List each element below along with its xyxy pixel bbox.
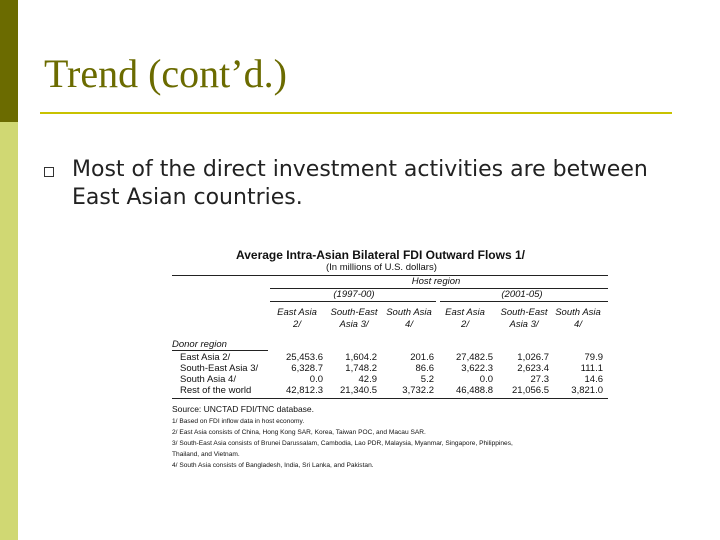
- table-cell: 0.0: [309, 374, 323, 385]
- period-label: (2001-05): [501, 289, 543, 300]
- table-cell: 2,623.4: [517, 363, 549, 374]
- table-cell: 0.0: [479, 374, 493, 385]
- column-header: Asia 3/: [509, 319, 539, 330]
- table-cell: 1,748.2: [345, 363, 377, 374]
- table-footnote: 2/ East Asia consists of China, Hong Kon…: [172, 429, 426, 436]
- column-header: South-East: [500, 307, 548, 318]
- table-cell: 25,453.6: [286, 352, 323, 363]
- table-cell: 3,622.3: [461, 363, 493, 374]
- period-rule: [270, 301, 436, 302]
- bullet-text: Most of the direct investment activities…: [72, 157, 648, 210]
- column-header: South-East: [330, 307, 378, 318]
- table-cell: 1,026.7: [517, 352, 549, 363]
- table-cell: 6,328.7: [291, 363, 323, 374]
- table-subtitle: (In millions of U.S. dollars): [326, 262, 437, 273]
- column-header: East Asia: [277, 307, 317, 318]
- column-header: Asia 3/: [339, 319, 369, 330]
- table-cell: 201.6: [410, 352, 434, 363]
- host-region-label: Host region: [411, 276, 461, 287]
- table-cell: 3,821.0: [571, 385, 603, 396]
- table-cell: 14.6: [584, 374, 604, 385]
- table-cell: 46,488.8: [456, 385, 493, 396]
- table-footnote: 4/ South Asia consists of Bangladesh, In…: [172, 462, 374, 469]
- table-footnote: 1/ Based on FDI inflow data in host econ…: [172, 418, 305, 425]
- slide-title: Trend (cont’d.): [44, 51, 287, 96]
- title-underline: [40, 112, 672, 114]
- donor-region-label: Donor region: [172, 339, 227, 350]
- table-cell: 27.3: [530, 374, 550, 385]
- table-title: Average Intra-Asian Bilateral FDI Outwar…: [236, 248, 525, 262]
- period-rule: [440, 301, 608, 302]
- sidebar-accent-light: [0, 122, 18, 540]
- table-footnote: 3/ South-East Asia consists of Brunei Da…: [172, 440, 513, 447]
- table-cell: 86.6: [415, 363, 435, 374]
- table-cell: 42.9: [358, 374, 378, 385]
- table-row-label: South-East Asia 3/: [180, 363, 259, 374]
- table-row-label: East Asia 2/: [180, 352, 231, 363]
- square-bullet-icon: [44, 167, 54, 177]
- table-cell: 27,482.5: [456, 352, 493, 363]
- column-header: 2/: [461, 319, 469, 330]
- table-cell: 21,340.5: [340, 385, 377, 396]
- column-header: 4/: [405, 319, 413, 330]
- column-header: 2/: [293, 319, 301, 330]
- table-cell: 5.2: [420, 374, 434, 385]
- table-footnote: Thailand, and Vietnam.: [172, 451, 240, 458]
- table-row-label: Rest of the world: [180, 385, 252, 396]
- table-cell: 111.1: [580, 363, 603, 374]
- table-cell: 21,056.5: [512, 385, 549, 396]
- sidebar-accent-dark: [0, 0, 18, 122]
- table-cell: 1,604.2: [345, 352, 377, 363]
- table-top-rule: [172, 275, 608, 276]
- table-row-label: South Asia 4/: [180, 374, 236, 385]
- column-header: 4/: [574, 319, 582, 330]
- column-header: East Asia: [445, 307, 485, 318]
- column-header: South Asia: [555, 307, 601, 318]
- period-label: (1997-00): [333, 289, 375, 300]
- table-cell: 42,812.3: [286, 385, 323, 396]
- donor-region-rule: [172, 350, 268, 351]
- table-bottom-rule: [172, 398, 608, 399]
- table-source: Source: UNCTAD FDI/TNC database.: [172, 404, 315, 414]
- column-header: South Asia: [386, 307, 432, 318]
- table-cell: 3,732.2: [402, 385, 434, 396]
- table-cell: 79.9: [584, 352, 604, 363]
- host-region-rule: [270, 288, 608, 289]
